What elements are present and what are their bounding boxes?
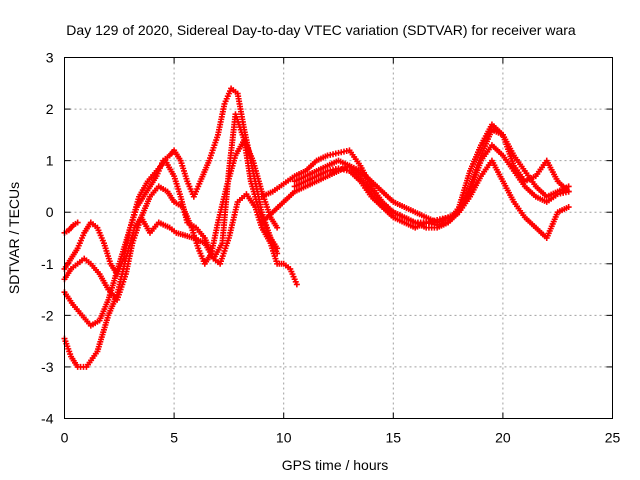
data-point (274, 245, 281, 252)
data-point (293, 281, 300, 288)
data-points (61, 85, 572, 370)
x-axis-label: GPS time / hours (282, 457, 389, 473)
y-tick-label: -3 (41, 359, 54, 375)
series-track-9 (291, 126, 572, 231)
data-point (565, 204, 572, 211)
series-track-3 (61, 85, 281, 278)
y-tick-label: -1 (41, 256, 54, 272)
x-tick-label: 10 (276, 430, 292, 446)
x-tick-label: 5 (170, 430, 178, 446)
series-track-4 (61, 137, 281, 303)
data-point (565, 183, 572, 190)
x-tick-label: 15 (386, 430, 402, 446)
x-tick-label: 25 (605, 430, 621, 446)
y-tick-label: 3 (46, 50, 54, 66)
axis-ticks: 0 5 10 15 20 25 -4 -3 -2 -1 0 1 2 3 (41, 50, 620, 446)
x-tick-label: 20 (495, 430, 511, 446)
plot-frame (64, 57, 613, 419)
y-tick-label: 1 (46, 153, 54, 169)
x-tick-label: 0 (61, 430, 69, 446)
data-point (565, 188, 572, 195)
y-tick-label: 0 (46, 204, 54, 220)
y-tick-label: 2 (46, 101, 54, 117)
data-point (274, 250, 281, 257)
y-tick-label: -4 (41, 411, 54, 427)
chart-title: Day 129 of 2020, Sidereal Day-to-day VTE… (66, 22, 576, 38)
data-point (74, 219, 81, 226)
data-point (274, 224, 281, 231)
y-axis-label: SDTVAR / TECUs (6, 182, 22, 294)
y-tick-label: -2 (41, 307, 54, 323)
grid (64, 57, 613, 419)
